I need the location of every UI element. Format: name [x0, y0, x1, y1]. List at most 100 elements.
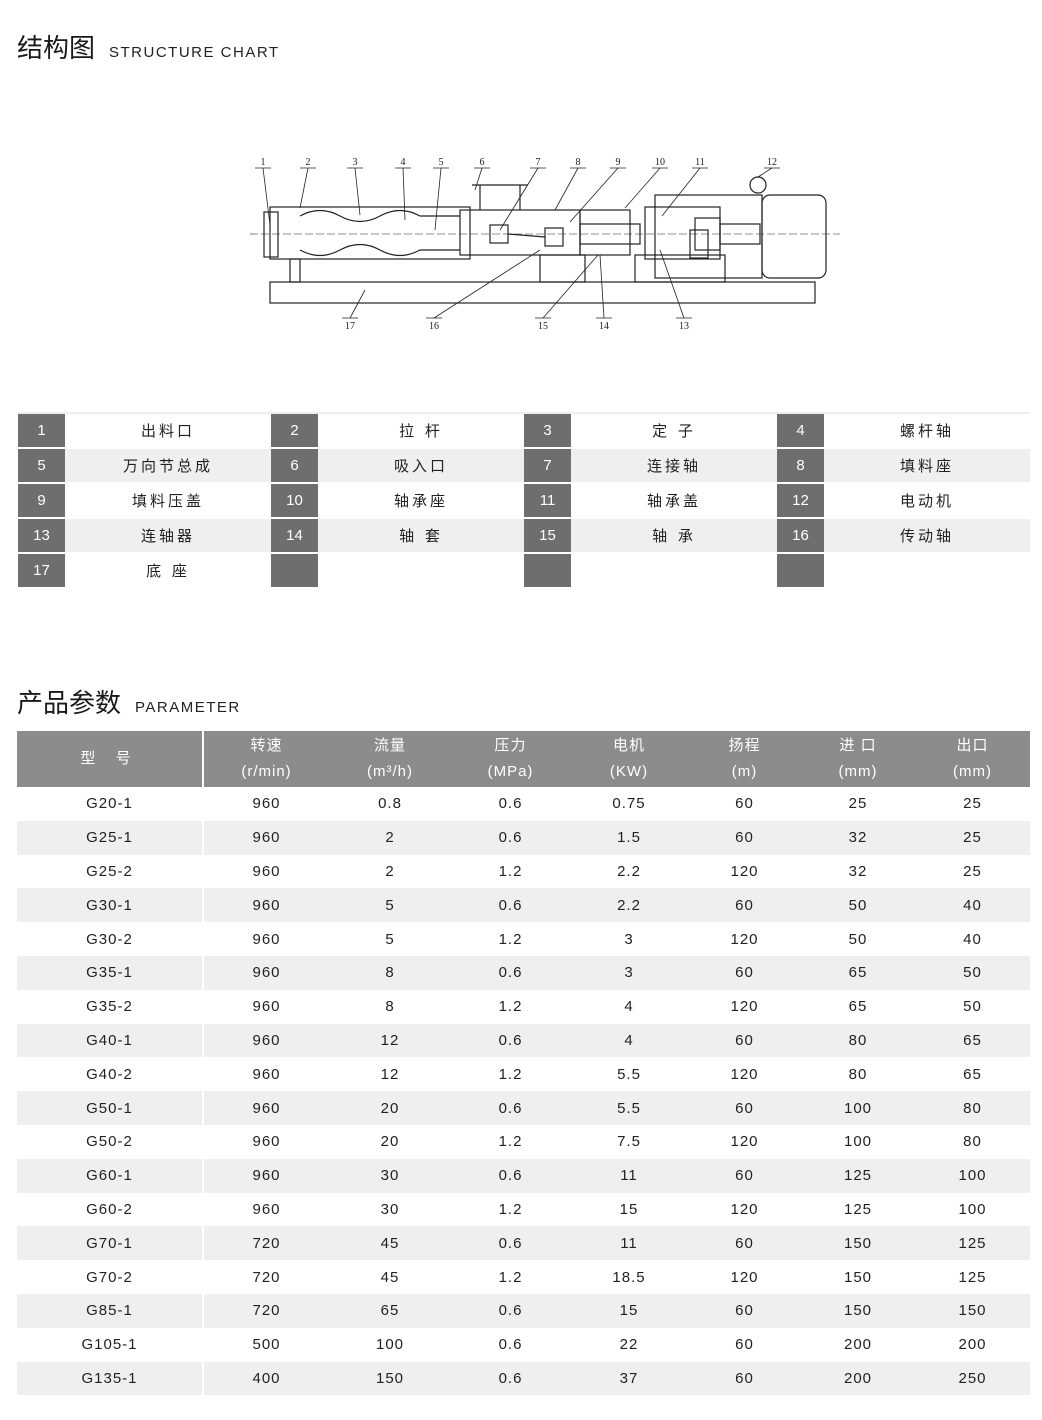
value-cell: 2.2	[617, 862, 641, 880]
value-cell: 11	[570, 1226, 688, 1261]
value-cell: 0.6	[451, 1226, 570, 1261]
part-number: 2	[271, 414, 318, 447]
parts-row: 17 底 座	[18, 554, 1030, 587]
value-cell: 2	[385, 862, 395, 880]
column-header-6: 进 口 (mm)	[801, 731, 915, 787]
part-name	[318, 554, 524, 587]
value-cell: 120	[730, 998, 759, 1016]
part-item: 3 定 子	[524, 414, 777, 447]
diagram-label-17: 17	[345, 321, 355, 332]
table-row: G105-1 500 100 0.6 22 60 200 200	[17, 1327, 1030, 1362]
parameter-heading: 产品参数 PARAMETER	[17, 683, 241, 720]
outlet-flange	[263, 211, 279, 258]
model-cell: G20-1	[17, 787, 204, 821]
part-name: 电动机	[899, 492, 954, 510]
part-number: 13	[18, 519, 65, 552]
header-unit: (mm)	[838, 763, 878, 780]
model-cell: G70-1	[17, 1226, 204, 1261]
value-cell: 0.6	[451, 1158, 570, 1193]
part-item: 8 填料座	[777, 449, 1030, 482]
table-row: G30-1 960 5 0.6 2.2 60 50 40	[17, 888, 1030, 923]
diagram-label-5: 5	[439, 157, 444, 168]
value-cell: 40	[963, 930, 982, 948]
value-cell: 0.8	[378, 795, 402, 813]
diagram-label-15: 15	[538, 321, 548, 332]
value-cell: 1.2	[498, 862, 523, 880]
table-row: G35-1 960 8 0.6 3 60 65 50	[17, 955, 1030, 990]
value-cell: 60	[735, 1336, 754, 1354]
suction-housing	[459, 209, 581, 256]
value-cell: 60	[688, 888, 801, 923]
model-cell: G60-1	[17, 1158, 204, 1193]
value-cell: 960	[252, 1200, 281, 1218]
part-item: 9 填料压盖	[18, 484, 271, 517]
value-cell: 45	[329, 1226, 451, 1261]
part-number: 17	[18, 554, 65, 587]
value-cell: 65	[963, 1065, 982, 1083]
part-item: 6 吸入口	[271, 449, 524, 482]
model-cell: G25-1	[17, 820, 204, 855]
table-row: G40-2 960 12 1.2 5.5 120 80 65	[17, 1057, 1030, 1092]
value-cell: 5.5	[570, 1091, 688, 1125]
header-unit: (m³/h)	[367, 763, 413, 780]
base-plate	[269, 281, 816, 304]
header-label: 进 口	[839, 737, 877, 754]
header-unit: (KW)	[609, 763, 649, 780]
value-cell: 720	[252, 1268, 281, 1286]
value-cell: 50	[963, 998, 982, 1016]
column-header-4: 电机 (KW)	[570, 731, 688, 787]
value-cell: 20	[380, 1133, 400, 1151]
value-cell: 20	[329, 1091, 451, 1125]
value-cell: 0.6	[498, 1336, 523, 1354]
model-cell: G40-2	[17, 1057, 204, 1092]
diagram-label-11: 11	[695, 157, 705, 168]
leader-line	[535, 254, 599, 319]
value-cell: 960	[203, 1091, 329, 1125]
part-item: 5 万向节总成	[18, 449, 271, 482]
value-cell: 400	[203, 1361, 329, 1396]
table-row: G60-1 960 30 0.6 11 60 125 100	[17, 1158, 1030, 1193]
part-number: 1	[18, 414, 65, 447]
motor-end	[761, 194, 827, 279]
value-cell: 37	[570, 1361, 688, 1396]
table-row: G20-1 960 0.8 0.6 0.75 60 25 25	[17, 787, 1030, 821]
part-name: 轴 套	[318, 519, 524, 552]
table-row: G25-1 960 2 0.6 1.5 60 32 25	[17, 820, 1030, 855]
part-item	[271, 554, 524, 587]
value-cell: 960	[203, 1158, 329, 1193]
value-cell: 0.6	[498, 795, 523, 813]
value-cell: 960	[203, 1023, 329, 1058]
value-cell: 960	[252, 1065, 281, 1083]
value-cell: 0.6	[451, 955, 570, 990]
part-name: 填料压盖	[131, 492, 204, 510]
value-cell: 100	[843, 1133, 873, 1151]
value-cell: 25	[963, 862, 982, 880]
value-cell: 120	[730, 862, 759, 880]
model-cell: G70-2	[17, 1260, 204, 1294]
diagram-label-8: 8	[576, 157, 581, 168]
leader-line	[395, 167, 411, 221]
leader-line	[433, 167, 449, 231]
part-item: 13 连轴器	[18, 519, 271, 552]
table-row: G70-2 720 45 1.2 18.5 120 150 125	[17, 1260, 1030, 1294]
value-cell: 22	[619, 1336, 639, 1354]
header-label: 出口	[956, 737, 989, 754]
part-number: 7	[524, 449, 571, 482]
part-item	[524, 554, 777, 587]
part-item: 1 出料口	[18, 414, 271, 447]
leader-line	[347, 167, 363, 216]
value-cell: 150	[915, 1293, 1030, 1328]
leader-line	[661, 167, 708, 217]
value-cell: 5	[329, 888, 451, 923]
value-cell: 45	[380, 1268, 400, 1286]
header-label: 型 号	[80, 750, 139, 767]
value-cell: 15	[619, 1200, 639, 1218]
value-cell: 2	[329, 820, 451, 855]
table-row: G50-2 960 20 1.2 7.5 120 100 80	[17, 1124, 1030, 1159]
part-name: 轴承座	[393, 492, 448, 510]
value-cell: 65	[915, 1023, 1030, 1058]
value-cell: 1.5	[570, 820, 688, 855]
leader-line	[255, 167, 271, 226]
value-cell: 60	[688, 1226, 801, 1261]
value-cell: 0.6	[451, 1023, 570, 1058]
